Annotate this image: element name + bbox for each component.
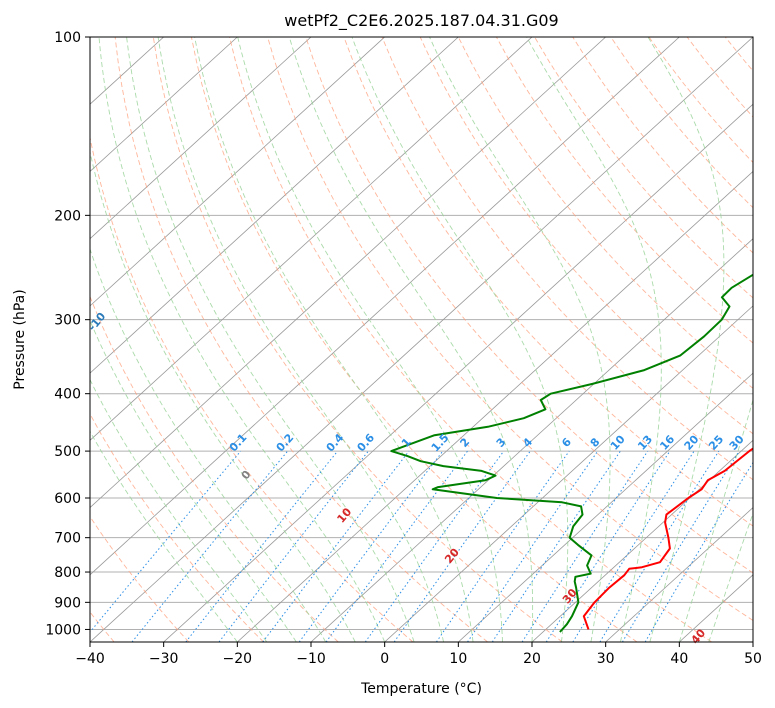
moist-adiabat-line bbox=[98, 37, 386, 642]
dry-adiabat-line bbox=[267, 37, 753, 622]
isotherm-line bbox=[90, 37, 533, 441]
plot-frame bbox=[89, 36, 754, 643]
dry-adiabat-line bbox=[534, 37, 753, 299]
x-tick-label: −20 bbox=[223, 651, 253, 667]
isotherm-line bbox=[237, 170, 753, 642]
chart-title: wetPf2_C2E6.2025.187.04.31.G09 bbox=[284, 11, 558, 31]
temperature-profile-line bbox=[582, 447, 753, 630]
y-tick-label: 300 bbox=[54, 313, 81, 329]
mixing-ratio-line bbox=[393, 450, 531, 642]
isotherm-line bbox=[90, 37, 753, 642]
y-tick-label: 800 bbox=[54, 565, 81, 581]
dry-adiabat-line bbox=[90, 135, 414, 642]
moist-adiabat-line bbox=[351, 37, 569, 642]
isotherm-line bbox=[90, 37, 680, 576]
moist-adiabat-line bbox=[194, 37, 474, 642]
y-tick-label: 400 bbox=[54, 387, 81, 403]
mixing-ratio-line bbox=[491, 450, 621, 642]
dry-adiabat-line bbox=[343, 37, 753, 527]
moist-adiabat-line bbox=[708, 512, 753, 642]
moist-adiabat-line bbox=[647, 37, 725, 642]
mixing-ratio-line bbox=[325, 450, 468, 642]
y-tick-label: 200 bbox=[54, 208, 81, 224]
mixing-ratio-line bbox=[364, 450, 505, 642]
moist-adiabat-line bbox=[90, 247, 327, 642]
moist-adiabat-line bbox=[90, 319, 297, 642]
x-tick-label: 0 bbox=[380, 651, 389, 667]
x-tick-label: −40 bbox=[75, 651, 105, 667]
mixing-ratio-line bbox=[621, 450, 740, 642]
x-tick-label: −10 bbox=[296, 651, 326, 667]
isotherm-line bbox=[531, 439, 753, 642]
dry-adiabat-line bbox=[381, 37, 753, 481]
dry-adiabat-line bbox=[457, 37, 753, 389]
dry-adiabat-line bbox=[90, 413, 264, 642]
x-tick-label: 40 bbox=[670, 651, 688, 667]
dry-adiabat-line bbox=[419, 37, 753, 435]
dry-adiabat-line bbox=[190, 37, 638, 642]
background-lines bbox=[90, 37, 753, 642]
isotherm-line bbox=[458, 372, 753, 642]
mixing-ratio-line bbox=[262, 450, 410, 642]
moist-adiabat-line bbox=[237, 37, 503, 642]
x-tick-label: 30 bbox=[597, 651, 615, 667]
moist-adiabat-line bbox=[157, 37, 445, 642]
isotherm-line bbox=[605, 507, 753, 642]
mixing-ratio-line bbox=[185, 450, 338, 642]
isotherm-line bbox=[384, 305, 753, 642]
x-tick-label: 20 bbox=[523, 651, 541, 667]
dry-adiabat-line bbox=[152, 37, 563, 642]
y-tick-label: 100 bbox=[54, 30, 81, 46]
dewpoint-profile-line bbox=[390, 273, 753, 633]
isotherm-line bbox=[90, 37, 385, 307]
isotherm-line bbox=[90, 37, 606, 509]
y-tick-label: 600 bbox=[54, 491, 81, 507]
plot-area: 0.1 0.2 0.4 0.6 1 1.5 2 3 4 6 8 10 13 16 20 25 30-100102… bbox=[86, 36, 754, 647]
y-tick-label: 700 bbox=[54, 531, 81, 547]
y-tick-label: 500 bbox=[54, 444, 81, 460]
y-axis: 100 200 300 400 500 600 700 800 900 1000 bbox=[45, 30, 90, 638]
x-axis-label: Temperature (°C) bbox=[360, 681, 482, 697]
y-tick-label: 900 bbox=[54, 595, 81, 611]
isotherm-line bbox=[90, 37, 238, 172]
mixing-ratio-line bbox=[435, 450, 570, 642]
mixing-ratio-line bbox=[90, 450, 242, 633]
isotherm-line bbox=[163, 103, 753, 642]
moist-adiabat-line bbox=[90, 378, 268, 642]
mixing-ratio-line bbox=[572, 450, 695, 642]
mixing-ratio-line bbox=[521, 450, 649, 642]
mixing-ratio-line bbox=[545, 450, 671, 642]
moist-adiabat-line bbox=[678, 398, 753, 642]
dry-adiabat-line bbox=[305, 37, 753, 574]
moist-adiabat-line bbox=[288, 37, 534, 642]
moist-adiabat-line bbox=[526, 37, 662, 642]
dry-adiabat-line bbox=[114, 37, 488, 642]
dry-adiabat-line bbox=[496, 37, 753, 344]
moist-adiabat-line bbox=[90, 430, 238, 642]
isotherm-line bbox=[90, 37, 312, 240]
moist-adiabat-line bbox=[90, 149, 356, 642]
mixing-ratio-line bbox=[467, 450, 599, 642]
sounding-series bbox=[390, 273, 753, 633]
mixing-ratio-line bbox=[298, 450, 444, 642]
y-axis-label: Pressure (hPa) bbox=[12, 289, 28, 389]
x-tick-label: −30 bbox=[149, 651, 179, 667]
y-tick-label: 1000 bbox=[45, 622, 81, 638]
x-tick-label: 50 bbox=[744, 651, 762, 667]
moist-adiabat-line bbox=[126, 37, 415, 642]
x-tick-label: 10 bbox=[449, 651, 467, 667]
dry-adiabat-line bbox=[229, 37, 712, 642]
x-axis: −40 −30 −20 −10 0 10 20 30 40 50 bbox=[75, 642, 762, 667]
mixing-ratio-line bbox=[131, 450, 288, 642]
